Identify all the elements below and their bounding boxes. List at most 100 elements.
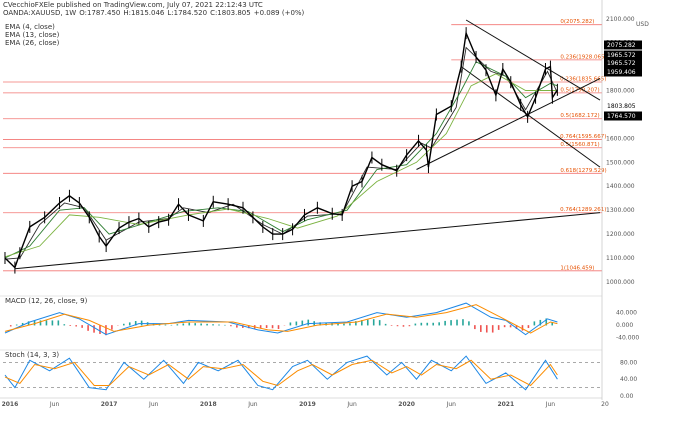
ema-line-0 [4, 46, 558, 260]
macd-hist-bar [491, 325, 494, 333]
macd-hist-bar [515, 325, 518, 329]
stoch-k-line [4, 355, 558, 391]
macd-hist-bar [128, 322, 131, 326]
publish-info: CVecchioFXEle published on TradingView.c… [3, 1, 263, 9]
price-tick-6: 1500.000 [606, 159, 635, 166]
macd-hist-bar [57, 320, 60, 326]
macd-hist-bar [27, 321, 30, 326]
macd-hist-bar [242, 325, 244, 328]
macd-hist-bar [450, 320, 452, 326]
price-tag-bg-0 [604, 40, 642, 50]
macd-hist-bar [259, 325, 262, 329]
price-tick-5: 1600.000 [606, 135, 635, 142]
price-tick-11: 1000.000 [606, 279, 635, 286]
macd-hist-bar [99, 325, 101, 334]
ohlc-change: +0.089 (+0%) [253, 9, 305, 17]
time-tick-4: 2018 [200, 401, 217, 408]
macd-hist-bar [361, 320, 363, 326]
stoch-pane [0, 349, 602, 391]
macd-hist-bar [337, 323, 339, 326]
macd-tick-2: -40.000 [616, 335, 639, 342]
macd-hist-bar [265, 325, 268, 329]
time-tick-10: 2021 [497, 401, 514, 408]
macd-hist-bar [301, 320, 304, 326]
macd-hist-bar [45, 320, 48, 326]
macd-hist-bar [474, 325, 476, 330]
trendlines [14, 19, 601, 270]
time-tick-2: 2017 [101, 401, 118, 408]
macd-hist-bar [539, 319, 542, 326]
price-tag-5: 1764.570 [607, 113, 636, 120]
macd-hist-bar [307, 319, 310, 326]
macd-hist-bar [236, 325, 238, 328]
macd-hist-bar [390, 325, 393, 326]
legend-ema-13[interactable]: EMA (13, close) [5, 31, 60, 39]
price-tag-4: 1803.805 [607, 103, 636, 110]
price-tag-3: 1959.406 [607, 69, 636, 76]
macd-hist-bar [366, 319, 369, 326]
ohlc-close: C:1803.805 [210, 9, 251, 17]
macd-hist-bar [462, 319, 464, 326]
macd-hist-bar [497, 325, 500, 330]
macd-hist-bar [485, 325, 488, 333]
macd-hist-bar [343, 323, 345, 326]
macd-hist-bar [247, 325, 250, 329]
macd-hist-bar [93, 325, 95, 333]
macd-hist-bar [277, 325, 280, 329]
macd-hist-bar [444, 320, 446, 326]
macd-hist-bar [140, 320, 143, 326]
macd-hist-bar [295, 321, 298, 326]
fib-label-5: 0.764(1595.667) [560, 134, 606, 140]
price-tick-7: 1400.000 [606, 183, 635, 190]
macd-hist-bar [69, 325, 72, 326]
macd-hist-bar [545, 318, 548, 326]
fib-label-9: 1(1046.459) [560, 265, 594, 271]
stoch-tick-1: 40.00 [620, 376, 637, 383]
price-tick-9: 1200.000 [606, 231, 635, 238]
macd-hist-bar [206, 323, 208, 326]
time-tick-5: Jun [247, 401, 258, 408]
macd-hist-bar [105, 325, 107, 336]
macd-hist-bar [39, 320, 42, 326]
time-tick-0: 2016 [2, 401, 19, 408]
legend-ema-4[interactable]: EMA (4, close) [5, 23, 55, 31]
time-tick-11: Jun [545, 401, 556, 408]
stoch-tick-2: 0.00 [620, 393, 634, 400]
legend-ema-26[interactable]: EMA (26, close) [5, 39, 60, 47]
time-tick-6: 2019 [299, 401, 316, 408]
time-tick-3: Jun [148, 401, 159, 408]
macd-hist-bar [122, 323, 125, 326]
time-tick-8: 2020 [398, 401, 415, 408]
macd-hist-bar [164, 324, 167, 326]
macd-hist-bar [170, 324, 173, 326]
macd-hist-bar [396, 325, 399, 327]
macd-hist-bar [509, 325, 512, 328]
time-tick-7: Jun [346, 401, 357, 408]
macd-hist-bar [378, 320, 381, 326]
price-tag-bg-3 [604, 67, 642, 77]
legend-macd[interactable]: MACD (12, 26, close, 9) [5, 297, 88, 305]
trendline-3 [460, 66, 601, 168]
macd-hist-bar [551, 321, 554, 326]
macd-hist-bar [438, 322, 440, 326]
macd-tick-0: 40.000 [616, 310, 637, 317]
price-tag-bg-5 [604, 111, 642, 121]
trendline-1 [416, 78, 601, 170]
macd-hist-bar [200, 323, 202, 326]
legend-stoch[interactable]: Stoch (14, 3, 3) [5, 351, 60, 359]
macd-hist-bar [408, 325, 411, 327]
ohlc-open: O:1787.450 [79, 9, 121, 17]
macd-hist-bar [188, 322, 191, 326]
time-tick-1: Jun [49, 401, 60, 408]
macd-signal-line [4, 304, 558, 334]
macd-hist-bar [355, 321, 357, 326]
macd-hist-bar [414, 323, 417, 326]
fib-label-1: 0.236(1928.065) [560, 54, 606, 60]
macd-hist-bar [420, 322, 423, 326]
macd-line [4, 302, 558, 336]
price-tick-0: 2100.000 [606, 16, 635, 23]
macd-hist-bar [9, 325, 12, 327]
macd-hist-bar [527, 325, 530, 329]
macd-hist-bar [230, 325, 232, 327]
